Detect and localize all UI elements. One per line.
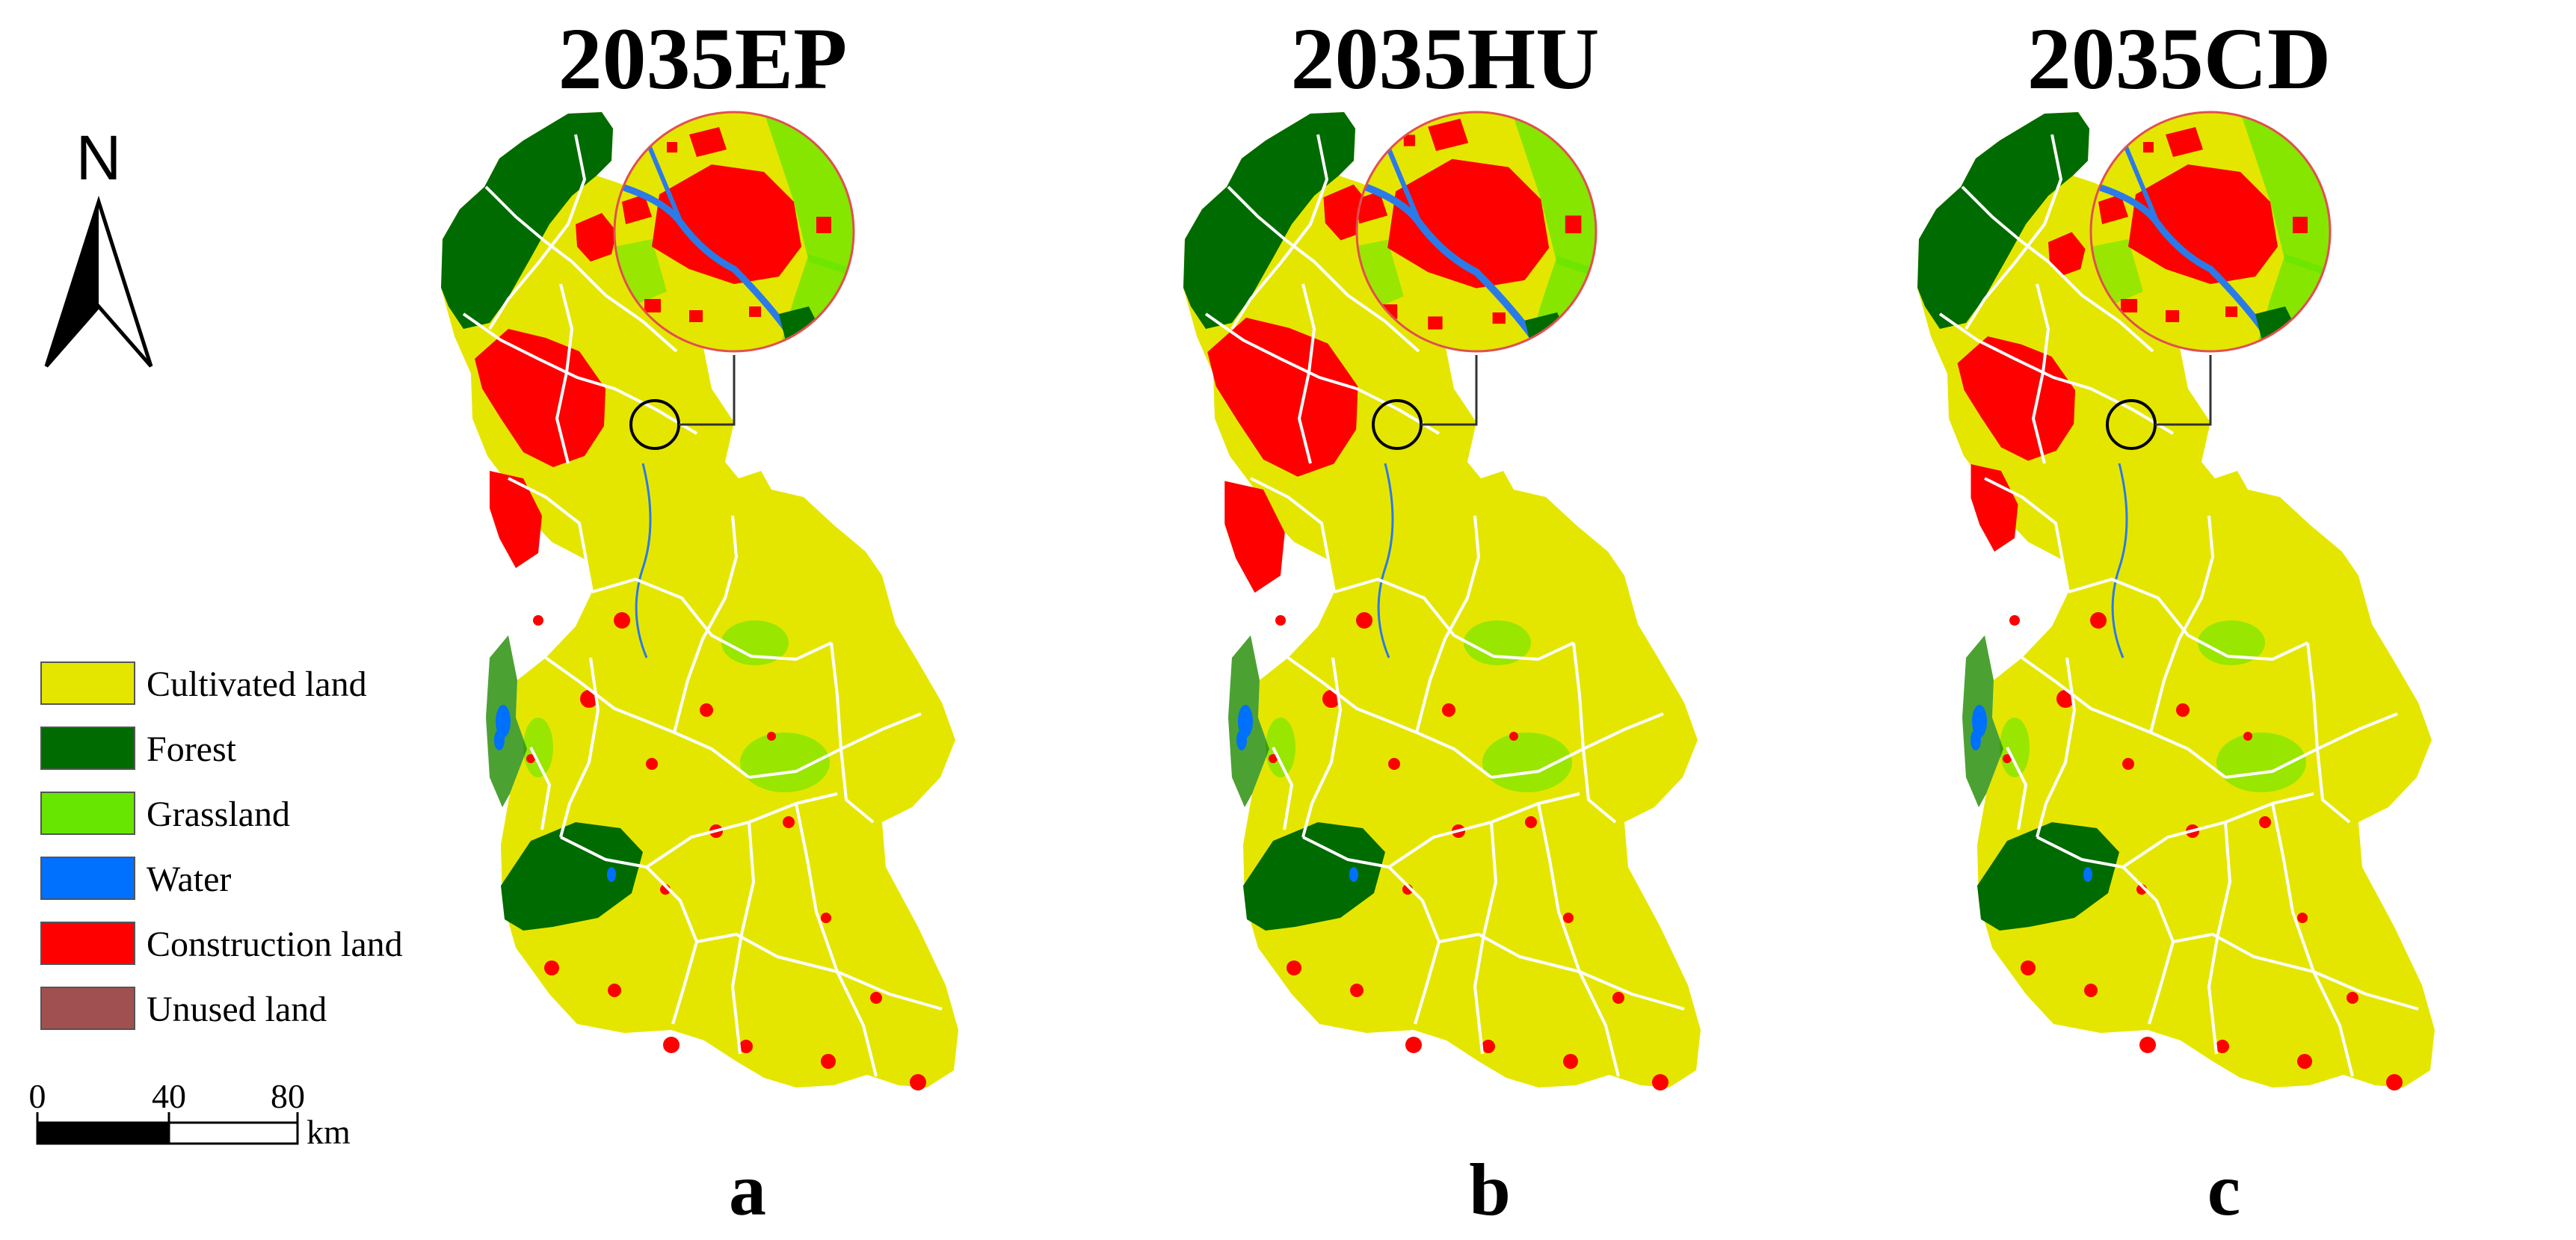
legend-swatch	[40, 661, 135, 705]
panel-title: 2035HU	[1291, 10, 1600, 108]
inset-zoom-map	[1355, 111, 1597, 353]
region-map	[441, 112, 958, 1091]
legend-item: Grassland	[40, 792, 290, 835]
panel-letter: c	[2207, 1148, 2240, 1231]
inset-zoom-map	[2089, 111, 2332, 353]
legend-label: Grassland	[147, 795, 290, 834]
legend-item: Unused land	[40, 987, 327, 1030]
legend-label: Water	[147, 860, 231, 899]
legend-swatch	[40, 857, 135, 900]
legend-swatch	[40, 987, 135, 1030]
legend-item: Cultivated land	[40, 661, 367, 705]
legend-label: Cultivated land	[147, 664, 367, 704]
inset-zoom-map	[613, 111, 855, 353]
legend-item: Forest	[40, 727, 237, 770]
panel-title: 2035CD	[2027, 10, 2331, 108]
scale-tick-40: 40	[152, 1077, 186, 1115]
scale-tick-80: 80	[271, 1077, 305, 1115]
legend: Cultivated land Forest Grassland Water Const…	[40, 661, 403, 1030]
inset-leader-line	[679, 355, 736, 426]
scale-bar: 0 40 80 km	[29, 1077, 351, 1151]
north-arrow: N	[44, 123, 153, 368]
region-map	[1917, 112, 2435, 1091]
map-panel: 2035CD c	[1917, 10, 2435, 1231]
scale-unit: km	[306, 1113, 351, 1151]
region-map	[1183, 112, 1701, 1091]
legend-item: Construction land	[40, 922, 403, 965]
panel-letter: b	[1469, 1148, 1511, 1231]
legend-label: Unused land	[147, 990, 327, 1029]
legend-label: Construction land	[147, 925, 403, 964]
legend-swatch	[40, 792, 135, 835]
panel-title: 2035EP	[558, 10, 848, 108]
map-panel: 2035HU b	[1183, 10, 1701, 1231]
legend-item: Water	[40, 857, 231, 900]
legend-swatch	[40, 727, 135, 770]
scale-tick-0: 0	[29, 1077, 46, 1115]
inset-leader-line	[2155, 355, 2212, 426]
map-panel: 2035EP a	[441, 10, 958, 1231]
legend-label: Forest	[147, 729, 237, 769]
legend-swatch	[40, 922, 135, 965]
panel-letter: a	[729, 1148, 766, 1231]
inset-leader-line	[1421, 355, 1478, 426]
north-arrow-label: N	[76, 123, 122, 193]
